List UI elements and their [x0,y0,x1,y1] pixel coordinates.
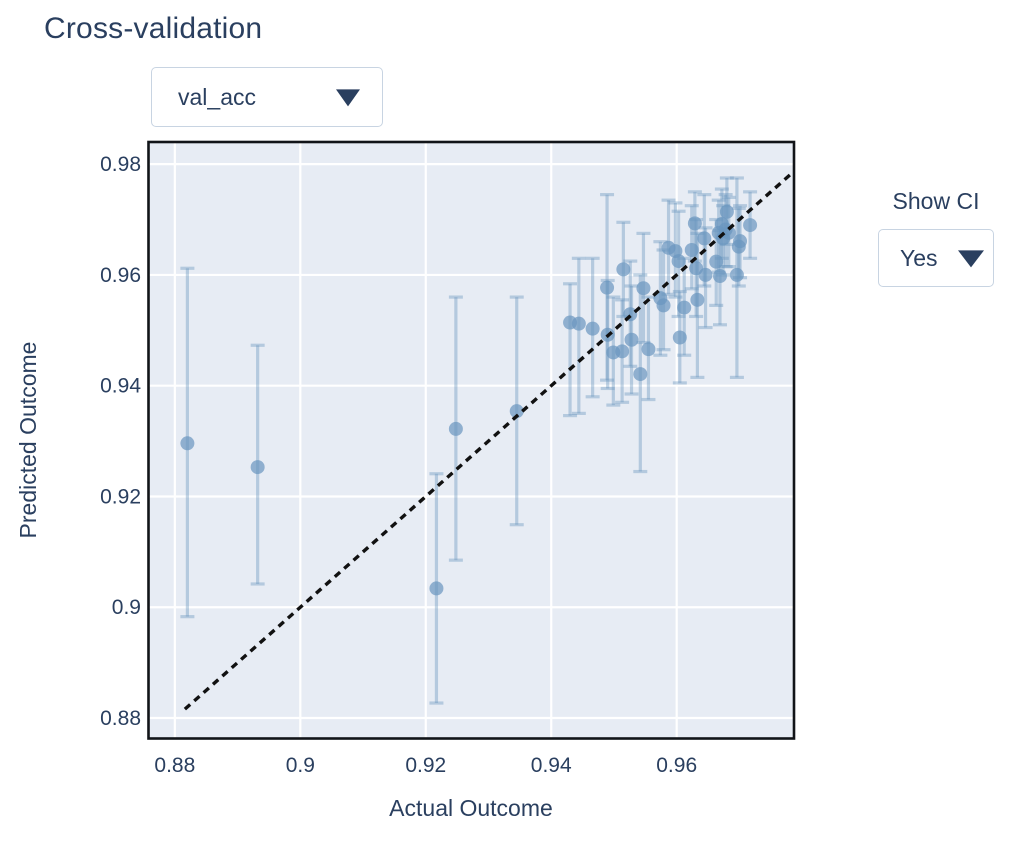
data-point[interactable] [585,321,600,336]
y-axis-title: Predicted Outcome [15,342,41,539]
data-point[interactable] [719,204,734,219]
data-point[interactable] [448,421,463,436]
y-tick-label: 0.98 [100,153,141,176]
data-point[interactable] [712,269,727,284]
data-point[interactable] [677,300,692,315]
data-point[interactable] [721,225,736,240]
show-ci-dropdown-value: Yes [900,244,938,271]
plot-frame [147,140,796,740]
data-point[interactable] [509,404,524,419]
data-point[interactable] [729,267,744,282]
data-point[interactable] [180,436,195,451]
dropdown-caret-icon [336,89,360,107]
data-point[interactable] [615,344,630,359]
y-tick-label: 0.88 [100,707,141,730]
gridlines [148,142,794,739]
data-point[interactable] [690,292,705,307]
data-point[interactable] [684,243,699,258]
data-points [180,204,758,596]
plot-area[interactable] [148,142,795,739]
data-point[interactable] [250,460,265,475]
show-ci-label: Show CI [892,188,980,214]
data-point[interactable] [672,330,687,345]
metric-dropdown[interactable]: val_acc [151,67,383,127]
x-tick-label: 0.9 [286,754,315,777]
x-tick-label: 0.94 [531,754,572,777]
data-point[interactable] [743,218,758,233]
y-tick-label: 0.92 [100,485,141,508]
data-point[interactable] [656,298,671,313]
x-axis-title: Actual Outcome [389,795,553,821]
show-ci-dropdown[interactable]: Yes [878,229,994,287]
data-point[interactable] [641,342,656,357]
data-point[interactable] [616,262,631,277]
reference-line-group [183,173,792,711]
x-tick-label: 0.96 [656,754,697,777]
data-point[interactable] [671,254,686,269]
data-point[interactable] [600,280,615,295]
data-point[interactable] [571,316,586,331]
x-tick-label: 0.88 [154,754,195,777]
metric-dropdown-value: val_acc [178,83,256,110]
data-point[interactable] [698,267,713,282]
x-tick-labels: 0.88 0.9 0.92 0.94 0.96 [154,754,697,777]
y-tick-label: 0.94 [100,375,141,398]
data-point[interactable] [733,234,748,249]
data-point[interactable] [687,216,702,231]
page-title: Cross-validation [44,12,263,45]
data-point[interactable] [636,281,651,296]
data-point[interactable] [429,581,444,596]
identity-reference-line [183,173,792,711]
y-tick-label: 0.9 [112,596,141,619]
dropdown-caret-icon [958,250,984,268]
data-point[interactable] [633,367,648,382]
data-point[interactable] [709,254,724,269]
data-point[interactable] [697,231,712,246]
data-point[interactable] [624,332,639,347]
y-tick-labels: 0.88 0.9 0.92 0.94 0.96 0.98 [100,153,141,730]
y-tick-label: 0.96 [100,264,141,287]
x-tick-label: 0.92 [405,754,446,777]
